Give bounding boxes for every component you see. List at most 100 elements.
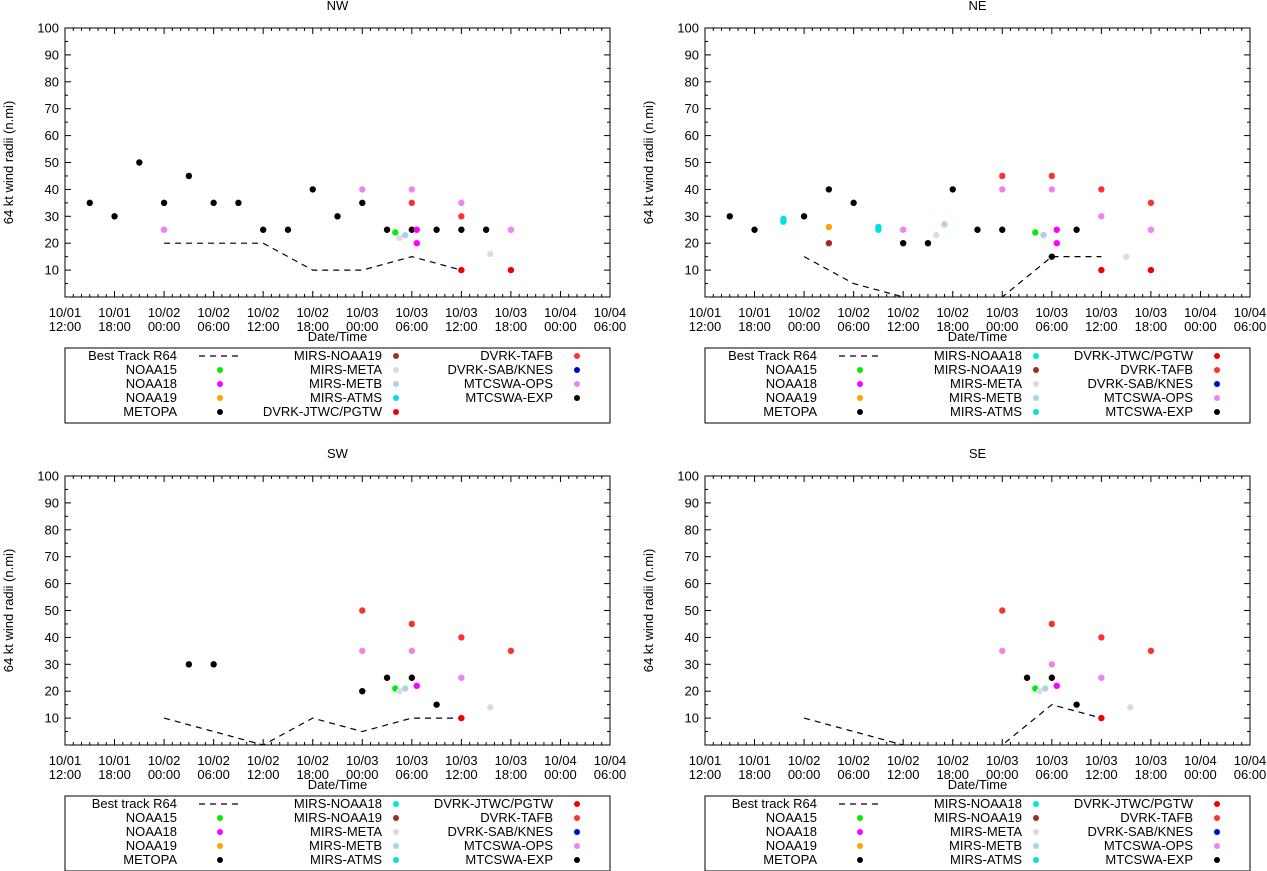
x-tick-label-date: 10/04 [544,753,577,768]
legend-dot-symbol [1033,857,1039,863]
series-dvrk-tafb [999,173,1154,206]
legend-label: NOAA18 [766,376,817,391]
x-tick-label-date: 10/02 [788,305,821,320]
series-mirs-meta [396,235,493,258]
series-dvrk-jtwc-pgtw [458,715,464,721]
data-point [458,634,464,640]
data-point [999,648,1005,654]
series-dvrk-jtwc-pgtw [458,267,514,273]
legend-dot-symbol [574,857,580,863]
x-tick-label-time: 06:00 [837,767,870,782]
legend-item: NOAA15 [766,810,863,825]
data-point [826,240,832,246]
legend-label: MIRS-ATMS [310,852,382,867]
data-point [1049,253,1055,259]
x-tick-label-time: 00:00 [788,319,821,334]
series-noaa19 [826,224,832,230]
legend-item: MIRS-ATMS [310,390,399,405]
data-point [1073,227,1079,233]
data-point [999,607,1005,613]
legend-dot-symbol [393,409,399,415]
legend-item: NOAA18 [126,376,223,391]
x-tick-label-date: 10/02 [837,305,870,320]
x-tick-label-time: 00:00 [1184,767,1217,782]
data-point [402,232,408,238]
series-mtcswa-ops [900,186,1154,233]
legend-label: MIRS-NOAA19 [294,810,382,825]
x-tick-label-date: 10/04 [1184,753,1217,768]
data-point [826,186,832,192]
legend-label: MIRS-NOAA19 [934,362,1022,377]
series-mirs-metb [402,685,408,691]
y-tick-label: 40 [45,630,59,645]
legend-dot-symbol [217,367,223,373]
legend-dot-symbol [857,843,863,849]
x-tick-label-date: 10/01 [738,753,771,768]
data-point [875,227,881,233]
panel-title: SE [969,446,987,461]
series-metopa [186,661,440,708]
data-point [1098,715,1104,721]
x-tick-label-date: 10/01 [49,753,82,768]
legend-item: MIRS-NOAA19 [294,348,399,363]
y-tick-label: 80 [45,74,59,89]
legend-item: NOAA18 [126,824,223,839]
data-point [384,227,390,233]
legend-label: MIRS-METB [949,390,1022,405]
legend-label: DVRK-TAFB [480,810,553,825]
x-tick-label-date: 10/02 [148,753,181,768]
legend-dot-symbol [857,395,863,401]
y-axis-label: 64 kt wind radii (n.mi) [1,101,16,225]
data-point [458,267,464,273]
data-point [850,200,856,206]
data-point [1098,267,1104,273]
legend-dot-symbol [393,857,399,863]
legend-item: DVRK-SAB/KNES [1088,824,1220,839]
legend-label: NOAA15 [766,362,817,377]
legend-dot-symbol [857,857,863,863]
legend-label: DVRK-SAB/KNES [1088,824,1194,839]
series-noaa18 [1054,683,1060,689]
x-tick-label-time: 12:00 [445,767,478,782]
legend-dot-symbol [1033,843,1039,849]
data-point [433,701,439,707]
y-tick-label: 70 [45,101,59,116]
y-tick-label: 70 [45,549,59,564]
x-tick-label-time: 00:00 [788,767,821,782]
data-point [285,227,291,233]
data-point [974,227,980,233]
legend-item: MTCSWA-OPS [1104,838,1220,853]
x-tick-label-date: 10/02 [197,305,230,320]
legend-item: DVRK-SAB/KNES [1088,376,1220,391]
data-point [210,661,216,667]
x-tick-label-date: 10/03 [1135,753,1168,768]
legend-item: MIRS-META [950,824,1039,839]
legend-item: Best track R64 [732,796,881,811]
legend-label: MIRS-METB [309,376,382,391]
series-metopa [1024,675,1080,708]
x-tick-label-date: 10/02 [197,753,230,768]
data-point [1098,634,1104,640]
x-tick-label-time: 06:00 [837,319,870,334]
legend-dot-symbol [393,829,399,835]
panel-ne: NE10203040506070809010010/0112:0010/0118… [641,0,1266,423]
data-point [487,251,493,257]
legend-dot-symbol [1033,367,1039,373]
x-tick-label-date: 10/03 [346,305,379,320]
tick-marks [705,28,1250,297]
x-tick-label-time: 18:00 [98,767,131,782]
legend-dot-symbol [217,815,223,821]
x-tick-label-date: 10/02 [296,753,329,768]
legend-item: MTCSWA-OPS [464,376,580,391]
legend-item: Best Track R64 [728,348,881,363]
x-tick-label-date: 10/03 [1036,305,1069,320]
legend-dot-symbol [393,815,399,821]
legend-dot-symbol [217,857,223,863]
best-track-line [804,257,1101,311]
legend-dot-symbol [1214,381,1220,387]
legend-dot-symbol [574,381,580,387]
data-point [458,200,464,206]
x-tick-label-time: 18:00 [98,319,131,334]
legend-label: MIRS-METB [949,838,1022,853]
x-tick-label-time: 12:00 [887,767,920,782]
